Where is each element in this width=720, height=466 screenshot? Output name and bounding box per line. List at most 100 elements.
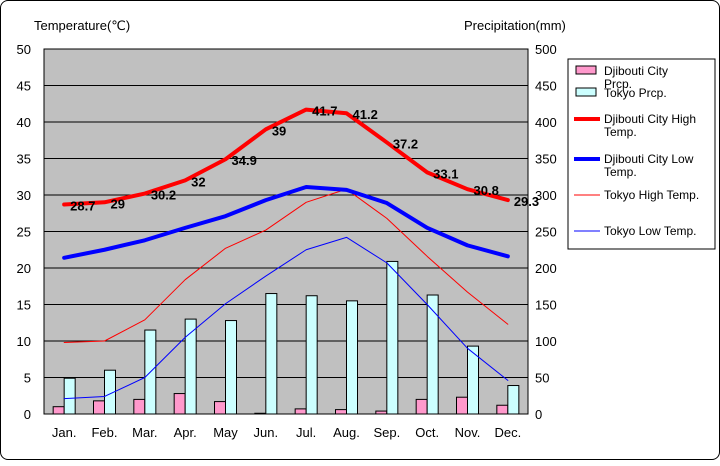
month-label: May	[213, 425, 238, 440]
legend-label-line: Temp.	[604, 165, 637, 179]
month-label: Apr.	[174, 425, 197, 440]
legend-label-line: Djibouti City Low	[604, 152, 694, 166]
tokyo_prcp-bar	[467, 345, 479, 415]
djibouti_prcp-bar	[456, 396, 468, 415]
month-label: Jun.	[254, 425, 279, 440]
djibouti_prcp-bar	[214, 401, 226, 415]
djibouti_prcp-bar	[173, 393, 186, 415]
tokyo_prcp-bar	[184, 318, 197, 415]
prcp-tick-label: 350	[535, 152, 557, 167]
data-label: 34.9	[232, 153, 257, 168]
month-label: Jul.	[296, 425, 316, 440]
prcp-tick-label: 450	[535, 79, 557, 94]
prcp-tick-label: 200	[535, 261, 557, 276]
tokyo_prcp-bar	[225, 320, 237, 415]
legend-label-line: Temp.	[604, 125, 637, 139]
djibouti_low-line	[62, 184, 510, 260]
djibouti_prcp-bar	[133, 398, 146, 415]
data-label: 30.8	[474, 183, 499, 198]
tokyo_prcp-bar	[507, 385, 520, 415]
djibouti_high-line	[62, 107, 510, 207]
legend-label-line: Djibouti City High	[604, 112, 696, 126]
prcp-tick-label: 150	[535, 298, 557, 313]
temp-tick-label: 0	[24, 407, 31, 422]
data-label: 28.7	[70, 198, 95, 213]
month-label: Dec.	[494, 425, 521, 440]
legend-swatch	[575, 65, 597, 75]
data-label: 37.2	[393, 136, 418, 151]
djibouti_prcp-bar	[254, 412, 267, 415]
legend-label: Djibouti City Prcp.	[604, 64, 668, 91]
legend-swatch	[575, 87, 597, 97]
legend-item: Tokyo Prcp.	[575, 86, 667, 100]
temp-tick-label: 30	[17, 188, 31, 203]
legend-label-line: Prcp.	[604, 77, 632, 91]
legend-item: Tokyo Low Temp.	[574, 224, 697, 238]
legend-label: Tokyo Prcp.	[604, 86, 667, 100]
month-label: Sep.	[373, 425, 400, 440]
data-label: 33.1	[433, 166, 458, 181]
legend-label: Djibouti City High Temp.	[604, 112, 696, 139]
right-axis-title: Precipitation(mm)	[464, 18, 566, 33]
prcp-tick-label: 500	[535, 42, 557, 57]
data-label: 41.7	[312, 104, 337, 119]
tokyo_prcp-bar	[305, 295, 318, 415]
djibouti_prcp-bar	[335, 409, 347, 415]
month-label: Oct.	[415, 425, 439, 440]
tokyo_prcp-bar	[63, 377, 76, 415]
legend-item: Djibouti City Low Temp.	[574, 152, 694, 179]
month-label: Jan.	[52, 425, 77, 440]
temp-tick-label: 15	[17, 298, 31, 313]
tokyo_prcp-bar	[386, 260, 399, 415]
prcp-tick-label: 50	[535, 371, 549, 386]
data-label: 29.3	[514, 194, 539, 209]
tokyo_low-line	[63, 236, 509, 400]
month-label: Mar.	[132, 425, 157, 440]
legend-label-line: Tokyo High Temp.	[604, 188, 699, 202]
tokyo_prcp-bar	[426, 294, 439, 415]
temp-tick-label: 35	[17, 152, 31, 167]
temp-tick-label: 5	[24, 371, 31, 386]
prcp-tick-label: 0	[535, 407, 542, 422]
temp-tick-label: 10	[17, 334, 31, 349]
legend-item: Djibouti City Prcp.	[575, 64, 668, 91]
tokyo_high-line	[63, 188, 509, 343]
tokyo_prcp-bar	[265, 293, 278, 415]
month-label: Nov.	[455, 425, 481, 440]
legend-label-line: Tokyo Prcp.	[604, 86, 667, 100]
data-label: 29	[111, 196, 125, 211]
tokyo_prcp-bar	[346, 300, 358, 415]
data-label: 41.2	[353, 107, 378, 122]
data-label: 32	[191, 174, 205, 189]
left-axis-title: Temperature(℃)	[34, 18, 130, 33]
temp-tick-label: 50	[17, 42, 31, 57]
djibouti_prcp-bar	[52, 406, 65, 415]
prcp-tick-label: 250	[535, 225, 557, 240]
djibouti_prcp-bar	[294, 408, 307, 415]
djibouti_prcp-bar	[415, 398, 428, 415]
legend-label: Tokyo High Temp.	[604, 188, 699, 202]
prcp-tick-label: 300	[535, 188, 557, 203]
legend-label: Djibouti City Low Temp.	[604, 152, 694, 179]
djibouti_prcp-bar	[375, 410, 388, 415]
data-label: 39	[272, 123, 286, 138]
djibouti_prcp-bar	[496, 404, 509, 415]
legend: Djibouti City Prcp.Tokyo Prcp.Djibouti Ci…	[567, 58, 716, 250]
legend-item: Tokyo High Temp.	[574, 188, 699, 202]
month-label: Aug.	[333, 425, 360, 440]
bar-series	[52, 260, 520, 415]
legend-label-line: Tokyo Low Temp.	[604, 224, 697, 238]
data-label: 30.2	[151, 188, 176, 203]
legend-item: Djibouti City High Temp.	[574, 112, 696, 139]
djibouti_prcp-bar	[93, 400, 105, 415]
legend-label-line: Djibouti City	[604, 64, 668, 78]
temp-tick-label: 20	[17, 261, 31, 276]
prcp-tick-label: 100	[535, 334, 557, 349]
prcp-tick-label: 400	[535, 115, 557, 130]
temp-tick-label: 25	[17, 225, 31, 240]
temp-tick-label: 40	[17, 115, 31, 130]
temp-tick-label: 45	[17, 79, 31, 94]
legend-label: Tokyo Low Temp.	[604, 224, 697, 238]
tokyo_prcp-bar	[104, 369, 116, 415]
